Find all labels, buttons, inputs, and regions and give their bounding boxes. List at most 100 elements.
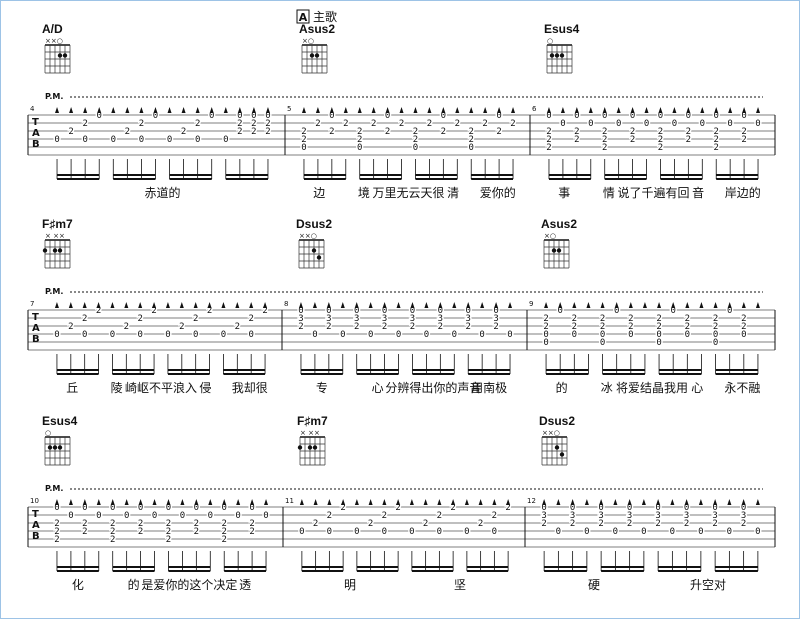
note-arrow xyxy=(658,107,663,113)
note-arrow xyxy=(385,107,390,113)
note-arrow xyxy=(584,499,589,505)
note-arrow xyxy=(194,499,199,505)
note-arrow xyxy=(627,499,632,505)
note-arrow xyxy=(124,302,129,308)
tab-string: 0 0 0 0 xyxy=(543,338,760,348)
note-arrow xyxy=(698,499,703,505)
chord-dot xyxy=(52,248,58,253)
chord-dot xyxy=(52,445,58,450)
tab-string: 2 2 2 2 xyxy=(54,535,268,545)
note-arrow xyxy=(614,302,619,308)
chord-name: Asus2 xyxy=(299,22,335,36)
note-arrow xyxy=(574,107,579,113)
chord-dot xyxy=(556,248,562,253)
tab-clef: A xyxy=(32,323,40,334)
note-arrow xyxy=(396,499,401,505)
note-arrow xyxy=(656,499,661,505)
note-arrow xyxy=(628,302,633,308)
tab-clef: T xyxy=(32,312,39,323)
measure-number: 6 xyxy=(532,105,537,113)
measure-number: 11 xyxy=(285,497,294,505)
note-arrow xyxy=(54,302,59,308)
note-arrow xyxy=(451,499,456,505)
chord-dot xyxy=(312,445,318,450)
note-arrow xyxy=(236,499,241,505)
note-arrow xyxy=(657,302,662,308)
note-arrow xyxy=(396,302,401,308)
note-arrow xyxy=(546,107,551,113)
tab-clef: T xyxy=(32,509,39,520)
note-arrow xyxy=(124,499,129,505)
note-arrow xyxy=(727,302,732,308)
tab-string: 0 0 0 0 0 0 0 0 xyxy=(541,527,760,537)
note-arrow xyxy=(672,107,677,113)
note-arrow xyxy=(299,499,304,505)
note-arrow xyxy=(222,499,227,505)
note-arrow xyxy=(644,107,649,113)
note-arrow xyxy=(96,302,101,308)
note-arrow xyxy=(437,499,442,505)
tab-clef: B xyxy=(32,139,40,150)
lyric: 事 xyxy=(558,186,570,200)
chord-name: Esus4 xyxy=(544,22,580,36)
chord-open-marks: ××○ xyxy=(299,232,317,240)
lyric: 侵 xyxy=(199,380,211,395)
note-arrow xyxy=(343,107,348,113)
section-label: A xyxy=(299,11,308,24)
note-arrow xyxy=(409,499,414,505)
note-arrow xyxy=(237,107,242,113)
tab-string: 0 0 0 0 0 0 0 0 xyxy=(299,527,511,537)
note-arrow xyxy=(410,302,415,308)
note-arrow xyxy=(110,499,115,505)
note-arrow xyxy=(265,107,270,113)
note-arrow xyxy=(193,302,198,308)
note-arrow xyxy=(613,499,618,505)
chord-dot xyxy=(62,53,68,58)
note-arrow xyxy=(357,107,362,113)
chord-name: A/D xyxy=(42,22,63,36)
note-arrow xyxy=(556,499,561,505)
note-arrow xyxy=(641,499,646,505)
note-arrow xyxy=(111,107,116,113)
lyric: 陵 xyxy=(111,381,123,395)
note-arrow xyxy=(455,107,460,113)
note-arrow xyxy=(181,107,186,113)
section-box xyxy=(296,9,310,24)
lyric: 丘 xyxy=(66,381,78,395)
lyric: 境 xyxy=(358,185,370,200)
chord-name: F♯m7 xyxy=(297,414,328,428)
measure-number: 9 xyxy=(529,300,533,308)
lyric: 升空对 xyxy=(690,578,726,592)
note-arrow xyxy=(492,499,497,505)
tab-clef: B xyxy=(32,334,40,345)
note-arrow xyxy=(298,302,303,308)
lyric: 分辨得出你的声音 xyxy=(385,380,481,395)
note-arrow xyxy=(329,107,334,113)
measure-number: 8 xyxy=(284,300,288,308)
note-arrow xyxy=(600,302,605,308)
note-arrow xyxy=(167,107,172,113)
chord-name: Asus2 xyxy=(541,217,577,231)
chord-dot xyxy=(57,248,63,253)
note-arrow xyxy=(341,499,346,505)
lyric: 是爱你的这个决定 xyxy=(141,577,237,592)
chord-dot xyxy=(549,53,555,58)
note-arrow xyxy=(506,499,511,505)
note-arrow xyxy=(558,302,563,308)
note-arrow xyxy=(354,499,359,505)
chord-open-marks: × ×× xyxy=(45,232,65,240)
note-arrow xyxy=(371,107,376,113)
chord-name: Dsus2 xyxy=(539,414,575,428)
lyric: 硬 xyxy=(588,578,600,592)
chord-open-marks: ×○ xyxy=(544,232,556,240)
chord-dot xyxy=(297,445,303,450)
note-arrow xyxy=(497,107,502,113)
chord-dot xyxy=(314,53,320,58)
tab-string: 0 0 0 0 0 0 0 0 xyxy=(54,330,268,340)
section-title: 主歌 xyxy=(313,9,337,24)
note-arrow xyxy=(713,499,718,505)
lyric: 专 xyxy=(316,380,328,395)
note-arrow xyxy=(221,302,226,308)
lyric: 永不融 xyxy=(724,381,760,395)
